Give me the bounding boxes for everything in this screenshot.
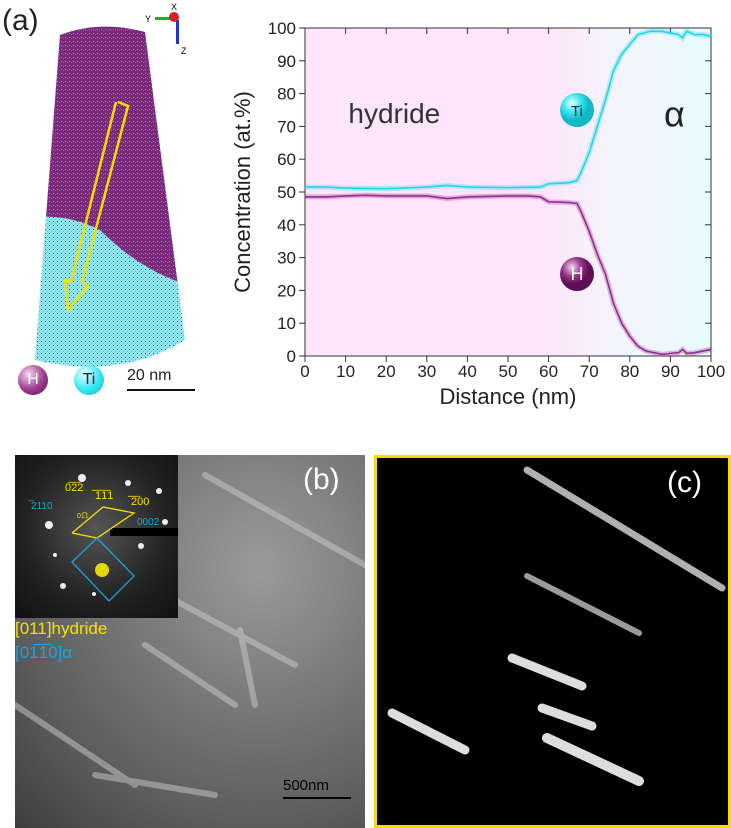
annotation-alpha: α <box>664 93 685 134</box>
x-tick-label: 0 <box>300 362 309 381</box>
y-tick-label: 0 <box>287 347 296 366</box>
axis-y-label: Y <box>145 14 152 24</box>
direction-arrow <box>63 100 130 314</box>
panel-b-label: (b) <box>303 463 340 496</box>
spot-label-0002: 0002 <box>137 517 160 528</box>
y-tick-label: 50 <box>277 183 296 202</box>
spot-label-011: 01̅1 <box>77 512 89 520</box>
chart-H-ball-label: H <box>571 264 584 284</box>
y-tick-label: 40 <box>277 216 296 235</box>
zone-axis-hydride: [011]hydride <box>15 619 108 638</box>
x-tick-label: 80 <box>620 362 639 381</box>
chart-Ti-ball-label: Ti <box>571 103 583 120</box>
scale-bar-b-label: 500nm <box>283 777 329 794</box>
hydride-needles-c <box>387 466 726 786</box>
y-tick-label: 60 <box>277 150 296 169</box>
x-tick-label: 10 <box>336 362 355 381</box>
diffraction-inset: 0̅2̅2 ̅1̅1̅1 ̅2̅00 01̅1 ̅2110 0002 <box>15 455 182 618</box>
concentration-chart: 0 10 20 30 40 50 60 70 80 90 100 0 10 20 30 40 50 60 70 80 9… <box>230 19 725 409</box>
hydride-needles-b <box>15 472 365 798</box>
chart-H-ball <box>560 257 595 291</box>
x-tick-label: 30 <box>417 362 436 381</box>
panel-c-label: (c) <box>667 466 702 499</box>
y-tick-label: 10 <box>277 314 296 333</box>
series-H-line <box>305 194 712 356</box>
y-axis-label: Concentration (at.%) <box>230 91 255 293</box>
y-tick-label: 100 <box>268 19 296 38</box>
y-tick-label: 90 <box>277 52 296 71</box>
spot-label-200: ̅2̅00 <box>127 496 149 508</box>
x-tick-label: 100 <box>697 362 725 381</box>
axis-z-label: Z <box>181 46 187 56</box>
x-tick-label: 90 <box>661 362 680 381</box>
axis-triad: X Y Z <box>145 2 195 58</box>
x-tick-label: 50 <box>499 362 518 381</box>
x-tick-label: 60 <box>539 362 558 381</box>
legend-H-text: H <box>27 371 39 388</box>
scale-bar-b <box>283 797 351 799</box>
panel-a-label: (a) <box>2 4 39 37</box>
y-tick-label: 30 <box>277 249 296 268</box>
chart-Ti-ball <box>560 93 595 127</box>
y-tick-label: 70 <box>277 117 296 136</box>
spot-label-2110: ̅2110 <box>28 500 53 512</box>
series-Ti-line <box>305 30 712 190</box>
annotation-hydride: hydride <box>348 98 440 129</box>
scale-bar-a-label: 20 nm <box>127 367 172 384</box>
scale-bar-a <box>127 389 195 391</box>
legend-H-ball: H <box>18 365 48 395</box>
panel-c-dark-field-image: (c) <box>374 455 731 828</box>
axis-x-label: X <box>171 2 178 12</box>
plot-area <box>304 27 712 357</box>
spot-label-022: 0̅2̅2 <box>65 482 83 494</box>
x-axis-label: Distance (nm) <box>440 384 577 409</box>
panel-b-tem-image: 0̅2̅2 ̅1̅1̅1 ̅2̅00 01̅1 ̅2110 0002 [011]… <box>15 455 365 828</box>
legend-Ti-text: Ti <box>82 371 96 388</box>
x-tick-label: 70 <box>580 362 599 381</box>
y-tick-label: 20 <box>277 281 296 300</box>
atom-probe-reconstruction <box>35 26 185 367</box>
zone-axis-alpha: [01̅1̅0]α <box>15 643 73 662</box>
legend-Ti-ball: Ti <box>74 365 104 395</box>
diffraction-pattern: 0̅2̅2 ̅1̅1̅1 ̅2̅00 01̅1 ̅2110 0002 <box>28 474 182 602</box>
spot-label-111: ̅1̅1̅1 <box>91 490 113 502</box>
y-tick-label: 80 <box>277 85 296 104</box>
x-tick-label: 40 <box>458 362 477 381</box>
x-tick-label: 20 <box>377 362 396 381</box>
